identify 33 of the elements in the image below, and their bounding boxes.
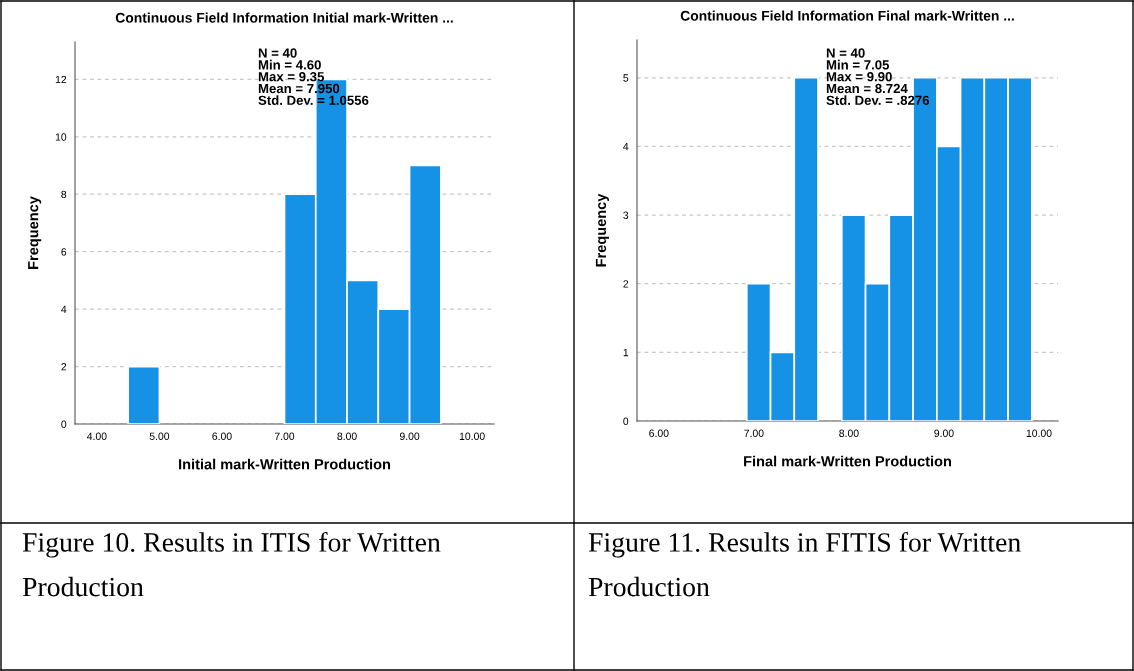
caption: Figure 11. Results in FITIS for Written Production xyxy=(588,532,1021,597)
x-tick-label: 9.00 xyxy=(934,429,954,437)
y-tick-label: 12 xyxy=(55,75,67,84)
x-tick-label: 7.00 xyxy=(744,429,764,437)
y-tick-label: 2 xyxy=(623,280,629,288)
x-tick-label: 10.00 xyxy=(1026,429,1052,437)
caption: Figure 10. Results in ITIS for Written Production xyxy=(22,532,441,597)
x-tick-label: 8.00 xyxy=(337,432,357,440)
y-axis-title: Frequency xyxy=(595,193,609,267)
x-tick-label: 6.00 xyxy=(212,432,232,440)
y-tick-label: 2 xyxy=(61,363,67,371)
x-tick-label: 6.00 xyxy=(649,429,669,437)
y-tick-label: 0 xyxy=(61,420,67,428)
x-axis-title: Final mark-Written Production xyxy=(744,455,951,467)
y-axis-title: Frequency xyxy=(28,196,42,269)
chart-title: Continuous Field Information Initial mark-Written ... xyxy=(115,12,453,23)
x-tick-label: 7.00 xyxy=(274,432,295,440)
x-axis-title: Initial mark-Written Production xyxy=(179,458,391,470)
x-tick-label: 9.00 xyxy=(399,432,420,440)
chart-title: Continuous Field Information Final mark-Written ... xyxy=(680,10,1014,21)
y-tick-label: 0 xyxy=(623,417,629,425)
y-tick-label: 1 xyxy=(623,348,629,357)
y-tick-label: 4 xyxy=(623,143,629,151)
y-tick-label: 6 xyxy=(61,248,67,256)
y-tick-label: 8 xyxy=(61,190,67,199)
x-tick-label: 4.00 xyxy=(86,432,107,440)
y-tick-label: 4 xyxy=(61,305,67,313)
y-tick-label: 3 xyxy=(623,211,629,219)
x-tick-label: 5.00 xyxy=(149,432,170,440)
y-tick-label: 5 xyxy=(623,74,629,82)
x-tick-label: 10.00 xyxy=(459,432,485,440)
y-tick-label: 10 xyxy=(55,133,67,141)
x-tick-label: 8.00 xyxy=(839,429,859,437)
